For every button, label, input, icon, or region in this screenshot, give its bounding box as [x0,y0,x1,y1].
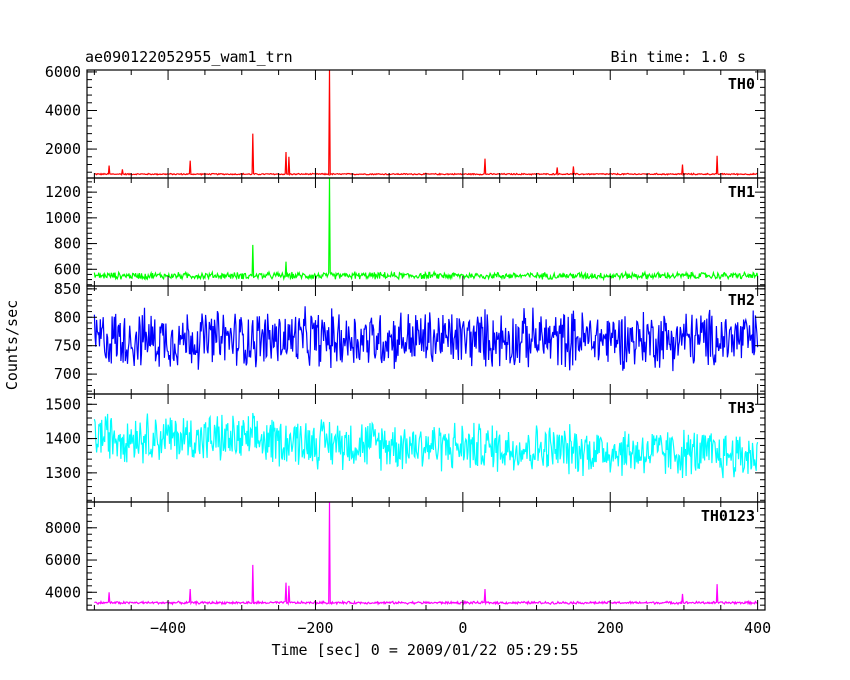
panel-th0: 2000 4000 6000 TH0 [45,63,766,179]
y-tick-label: 1000 [45,209,81,227]
y-tick-label: 6000 [45,63,81,81]
y-tick-label: 2000 [45,140,81,158]
panel-label: TH3 [728,399,755,417]
x-axis-label: Time [sec] 0 = 2009/01/22 05:29:55 [271,641,578,659]
y-tick-label: 8000 [45,519,81,537]
series-line-th3 [93,412,759,479]
panel-frame [86,501,766,611]
x-tick-labels: −400 −200 0 200 400 [150,619,771,637]
panel-th1: 600 800 1000 1200 TH1 [45,177,766,287]
x-tick-label: −400 [150,619,186,637]
panel-frame [86,177,766,287]
y-tick-label: 6000 [45,551,81,569]
y-tick-label: 800 [54,235,81,253]
y-tick-label: 700 [54,365,81,383]
panel-th2: 700 750 800 850 TH2 [54,280,766,395]
bin-time-label: Bin time: 1.0 s [611,48,746,66]
panel-label: TH0 [728,75,755,93]
y-axis-label: Counts/sec [3,300,21,390]
panel-frame [86,69,766,179]
y-tick-label: 1500 [45,395,81,413]
x-tick-label: −200 [297,619,333,637]
y-tick-label: 1300 [45,464,81,482]
panel-label: TH2 [728,291,755,309]
y-tick-label: 4000 [45,102,81,120]
series-line-th1 [93,178,759,282]
series-line-th2 [93,306,759,372]
panels-group: 2000 4000 6000 TH0 600 800 1000 1200 TH1 700 750 80… [45,63,766,611]
series-line-th0 [94,70,758,177]
y-tick-label: 800 [54,308,81,326]
y-tick-label: 1200 [45,183,81,201]
panel-label: TH1 [728,183,755,201]
panel-th0123: 4000 6000 8000 TH0123 [45,501,766,611]
chart-title: ae090122052955_wam1_trn [85,48,293,66]
y-tick-label: 600 [54,260,81,278]
panel-th3: 1300 1400 1500 TH3 [45,393,766,503]
x-tick-label: 400 [744,619,771,637]
y-tick-label: 850 [54,280,81,298]
x-tick-label: 200 [597,619,624,637]
y-tick-label: 750 [54,337,81,355]
x-tick-label: 0 [458,619,467,637]
y-tick-label: 1400 [45,430,81,448]
y-tick-label: 4000 [45,583,81,601]
panel-label: TH0123 [701,507,755,525]
series-line-th0123 [94,502,758,607]
